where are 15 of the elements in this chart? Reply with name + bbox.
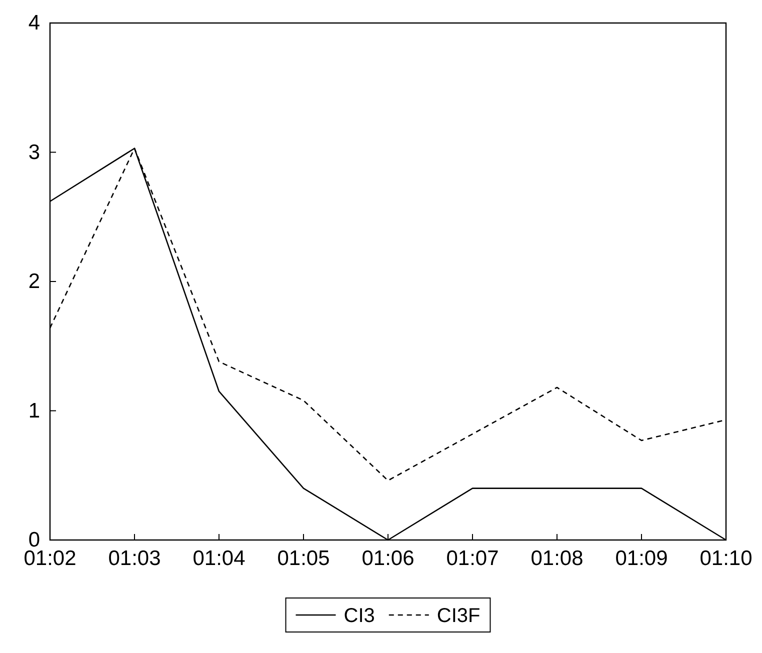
x-tick-label: 01:09 [615, 546, 668, 570]
y-tick-label: 3 [28, 140, 40, 164]
x-tick-label: 01:10 [700, 546, 752, 570]
x-tick-label: 01:06 [362, 546, 414, 570]
x-tick-label: 01:07 [446, 546, 499, 570]
y-tick-label: 2 [28, 270, 40, 294]
y-tick-label: 1 [28, 399, 40, 422]
y-tick-label: 4 [28, 12, 40, 35]
x-tick-label: 01:08 [530, 546, 584, 570]
x-tick-label: 01:02 [24, 546, 76, 570]
x-tick-label: 01:04 [192, 546, 246, 570]
legend-label: CI3F [436, 605, 480, 627]
legend-label: CI3 [344, 605, 375, 627]
x-tick-label: 01:03 [108, 546, 161, 570]
x-tick-label: 01:05 [277, 546, 330, 570]
